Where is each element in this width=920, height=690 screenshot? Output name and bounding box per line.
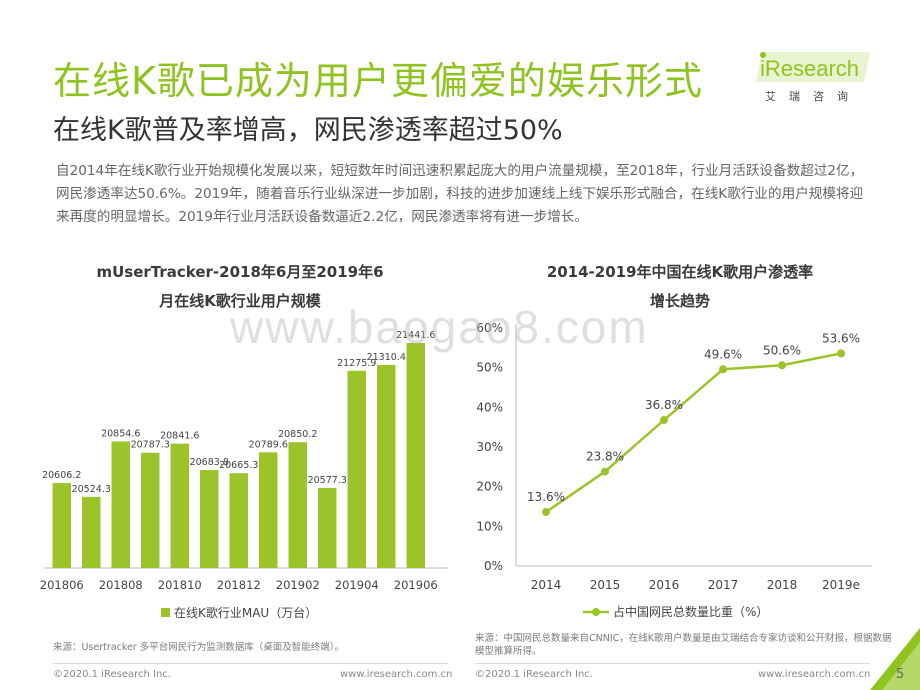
bar-value-label: 20841.6 [160, 431, 199, 442]
line-legend-label: 占中国网民总数量比重（%） [613, 604, 768, 619]
page-title: 在线K歌已成为用户更偏爱的娱乐形式 [53, 59, 703, 103]
corner-decoration [870, 628, 920, 690]
line-point-2017 [719, 365, 727, 374]
bar-x-tick-label: 201906 [394, 578, 438, 592]
bar-value-label: 20683.8 [190, 457, 229, 468]
bar-legend-swatch [161, 608, 170, 617]
bar-201806 [52, 483, 71, 568]
bar-chart-title: mUserTracker-2018年6月至2019年6 月在线K歌行业用户规模 [70, 258, 410, 316]
line-value-label: 49.6% [704, 347, 742, 361]
bar-value-label: 20606.2 [42, 470, 81, 481]
watermark: www.baogao8.com [230, 301, 649, 353]
bar-x-tick-label: 201808 [99, 578, 143, 592]
bar-201901 [259, 452, 278, 568]
line-y-tick-label: 40% [476, 400, 503, 414]
bar-x-tick-label: 201806 [40, 578, 84, 592]
line-x-tick-label: 2015 [590, 578, 621, 592]
bar-x-tick-label: 201810 [158, 578, 202, 592]
source-note-right: 来源：中国网民总数量来自CNNIC，在线K歌用户数量是由艾瑞结合专家访谈和公开财… [475, 633, 892, 657]
line-y-tick-label: 0% [484, 559, 503, 573]
bar-201811 [200, 470, 219, 568]
line-chart-title-line1: 2014-2019年中国在线K歌用户渗透率 [546, 263, 814, 281]
line-y-tick-label: 60% [476, 321, 503, 335]
line-y-tick-label: 10% [476, 519, 503, 533]
bar-201905 [377, 365, 396, 568]
bar-value-label: 20850.2 [278, 429, 317, 440]
intro-paragraph: 自2014年在线K歌行业开始规模化发展以来，短短数年时间迅速积累起庞大的用户流量… [56, 163, 864, 225]
line-chart-title: 2014-2019年中国在线K歌用户渗透率 增长趋势 [500, 258, 860, 316]
line-value-label: 53.6% [822, 331, 860, 345]
line-x-tick-label: 2017 [708, 578, 739, 592]
page-subtitle: 在线K歌普及率增高，网民渗透率超过50% [53, 115, 563, 146]
bar-201902 [288, 442, 307, 568]
bar-201903 [318, 487, 337, 568]
line-point-2018 [778, 361, 786, 370]
bar-201906 [406, 343, 425, 568]
footer-copyright-right: ©2020.1 iResearch Inc. [475, 669, 593, 680]
line-value-label: 13.6% [527, 490, 565, 504]
iresearch-logo: iResearch [760, 56, 860, 81]
bar-value-label: 21310.4 [367, 352, 406, 363]
bar-201904 [347, 370, 366, 568]
line-point-2019e [837, 349, 845, 358]
line-point-2014 [542, 508, 550, 517]
bar-x-tick-label: 201902 [276, 578, 320, 592]
line-point-2016 [660, 416, 668, 425]
bar-value-label: 20789.6 [249, 439, 288, 450]
footer-url-right[interactable]: www.iresearch.com.cn [758, 669, 871, 680]
line-x-tick-label: 2016 [649, 578, 680, 592]
penetration-series-line [545, 352, 842, 514]
bar-201812 [229, 473, 248, 568]
bar-201808 [111, 441, 130, 568]
bar-201809 [141, 452, 160, 568]
page-number: 5 [896, 667, 905, 682]
bar-value-label: 20665.3 [219, 460, 258, 471]
bar-value-label: 20524.3 [72, 484, 111, 495]
bar-value-label: 20577.3 [308, 475, 347, 486]
bar-chart-title-line2: 月在线K歌行业用户规模 [159, 292, 321, 310]
line-x-tick-label: 2018 [767, 578, 798, 592]
iresearch-logo-mark [756, 52, 870, 82]
line-x-tick-label: 2014 [531, 578, 562, 592]
footer-divider-left [53, 663, 448, 664]
line-y-tick-label: 50% [476, 361, 503, 375]
footer-url-left[interactable]: www.iresearch.com.cn [340, 669, 453, 680]
bar-value-label: 21441.6 [396, 330, 435, 341]
line-value-label: 36.8% [645, 398, 683, 412]
source-note-left: 来源：Usertracker 多平台网民行为监测数据库（桌面及智能终端）。 [53, 642, 345, 653]
line-x-tick-label: 2019e [822, 578, 860, 592]
bar-legend-label: 在线K歌行业MAU（万台） [174, 605, 317, 620]
bar-value-label: 21275.9 [337, 358, 376, 369]
line-chart-title-line2: 增长趋势 [649, 292, 710, 310]
bar-201810 [170, 443, 189, 568]
bar-chart-title-line1: mUserTracker-2018年6月至2019年6 [96, 263, 384, 281]
line-point-2015 [601, 467, 609, 476]
line-value-label: 50.6% [763, 343, 801, 357]
footer-copyright-left: ©2020.1 iResearch Inc. [53, 669, 171, 680]
bar-value-label: 20787.3 [131, 440, 170, 451]
bar-x-tick-label: 201812 [217, 578, 261, 592]
bar-201807 [82, 496, 101, 568]
line-y-tick-label: 20% [476, 480, 503, 494]
line-y-tick-label: 30% [476, 440, 503, 454]
line-legend-marker [592, 608, 600, 616]
line-value-label: 23.8% [586, 450, 624, 464]
bar-value-label: 20854.6 [101, 428, 140, 439]
iresearch-logo-cn: 艾瑞咨询 [765, 90, 861, 103]
bar-x-tick-label: 201904 [335, 578, 379, 592]
footer-divider-right [475, 663, 870, 664]
